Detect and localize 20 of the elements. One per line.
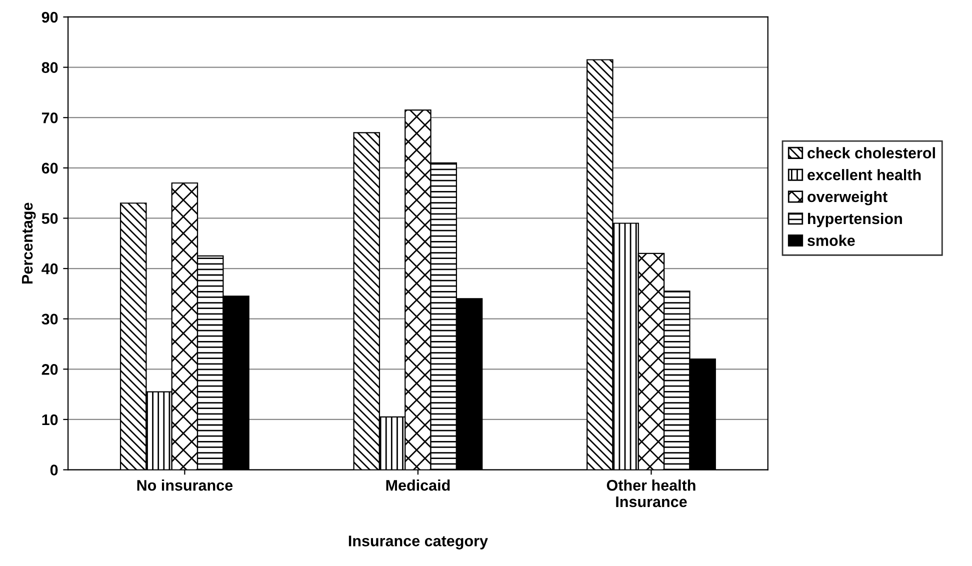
y-tick-label: 80 [42, 62, 58, 73]
legend-label: overweight [808, 190, 888, 206]
y-tick-label: 40 [42, 263, 58, 274]
y-axis-title: Percentage [22, 202, 36, 284]
x-axis-title: Insurance category [348, 536, 488, 550]
y-tick-label: 30 [42, 314, 58, 325]
legend-label: excellent health [808, 169, 921, 180]
legend-label: check cholesterol [808, 147, 935, 158]
y-tick-label: 20 [42, 364, 58, 375]
legend-label: smoke [808, 234, 855, 246]
y-tick-label: 90 [42, 12, 58, 23]
legend-label: hypertension [808, 212, 902, 228]
y-tick-label: 70 [42, 112, 58, 124]
y-tick-label: 60 [42, 162, 58, 174]
x-tick-label: No insurance [137, 480, 233, 491]
x-tick-label: Other health Insurance [606, 480, 696, 508]
y-tick-label: 50 [42, 213, 58, 224]
y-tick-label: 10 [42, 414, 58, 426]
y-tick-label: 0 [50, 464, 58, 476]
x-tick-label: Medicaid [386, 480, 450, 491]
